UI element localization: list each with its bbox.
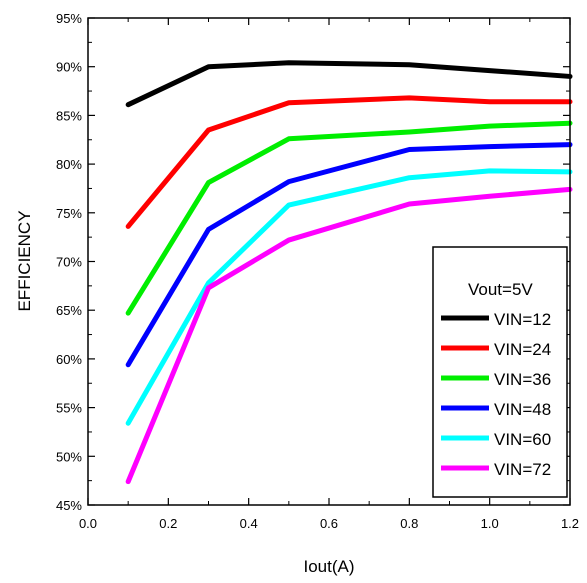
x-tick-label: 0.0	[79, 516, 97, 531]
y-tick-label: 45%	[56, 498, 82, 513]
series-line-vin-4	[125, 142, 573, 368]
y-tick-label: 65%	[56, 303, 82, 318]
y-axis-ticks: 45% 50% 55% 60% 65% 70% 75% 80% 85% 90% 95%	[56, 11, 570, 513]
series-line-vin-1	[125, 60, 573, 108]
y-tick-label: 70%	[56, 255, 82, 270]
x-axis-title: Iout(A)	[303, 557, 354, 576]
series-line-vin-3	[125, 120, 573, 316]
legend-title: Vout=5V	[468, 280, 533, 299]
x-tick-label: 1.0	[481, 516, 499, 531]
x-tick-label: 0.6	[320, 516, 338, 531]
x-tick-label: 0.2	[159, 516, 177, 531]
y-tick-label: 95%	[56, 11, 82, 26]
y-tick-label: 85%	[56, 108, 82, 123]
legend-box	[432, 246, 568, 498]
x-tick-label: 1.2	[561, 516, 579, 531]
y-tick-label: 90%	[56, 60, 82, 75]
y-axis-title: EFFICIENCY	[15, 210, 34, 311]
series-line-vin-2	[125, 95, 573, 229]
legend-label: VIN=72	[494, 460, 551, 479]
legend-label: VIN=48	[494, 400, 551, 419]
y-tick-label: 55%	[56, 401, 82, 416]
series-line-vin-5	[125, 168, 573, 426]
legend-label: VIN=60	[494, 430, 551, 449]
series-line-vin-6	[125, 186, 573, 485]
legend: Vout=5V VIN=12 VIN=24 VIN=36 VIN=48 VIN=60 VI…	[432, 246, 568, 498]
x-axis-ticks: 0.0 0.2 0.4 0.6 0.8 1.0 1.2	[79, 18, 579, 531]
plot-area-frame	[87, 17, 571, 506]
y-tick-label: 75%	[56, 206, 82, 221]
legend-label: VIN=12	[494, 310, 551, 329]
x-tick-label: 0.8	[400, 516, 418, 531]
y-tick-label: 80%	[56, 157, 82, 172]
legend-label: VIN=36	[494, 370, 551, 389]
y-tick-label: 60%	[56, 352, 82, 367]
series-layer	[125, 60, 573, 485]
y-tick-label: 50%	[56, 449, 82, 464]
x-tick-label: 0.4	[240, 516, 258, 531]
legend-label: VIN=24	[494, 340, 551, 359]
